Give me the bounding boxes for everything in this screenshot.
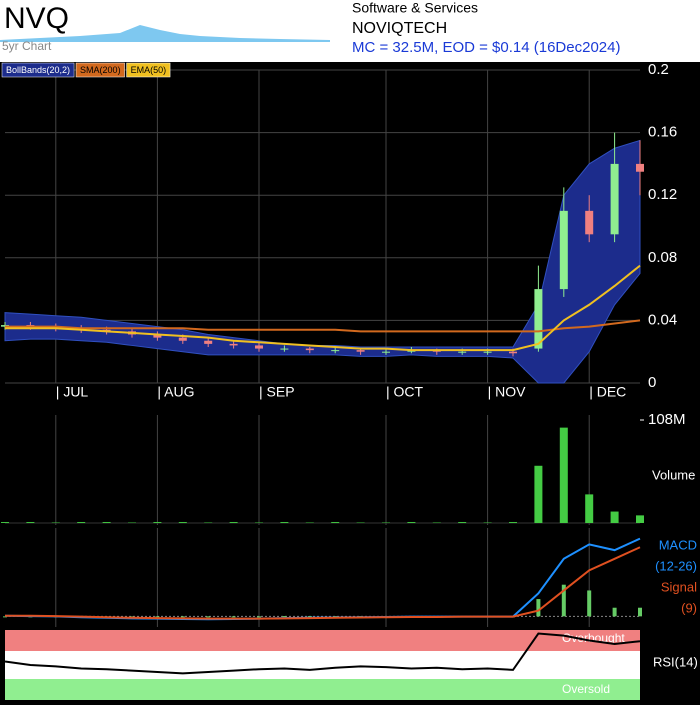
y-tick-label: 108M (648, 411, 686, 428)
candle-body (204, 341, 212, 344)
volume-bar (331, 522, 339, 523)
legend-label: RSI(14) (653, 654, 698, 669)
volume-bar (77, 522, 85, 523)
histogram-bar (181, 616, 185, 617)
volume-bar (458, 522, 466, 523)
x-tick-label: | SEP (259, 384, 295, 400)
legend-label: Signal (661, 579, 697, 594)
sector: Software & Services (352, 0, 478, 16)
company-name: NOVIQTECH (352, 20, 447, 37)
zone-label: Oversold (562, 682, 610, 696)
histogram-bar (232, 616, 236, 617)
candle-body (585, 211, 593, 234)
histogram-bar (613, 608, 617, 617)
x-tick-label: | OCT (386, 384, 424, 400)
axis-label: Volume (652, 467, 695, 482)
volume-bar (611, 512, 619, 523)
mini-chart-label: 5yr Chart (2, 39, 52, 53)
legend-label: (9) (681, 600, 697, 615)
candle-body (458, 352, 466, 353)
candle-body (484, 352, 492, 353)
y-tick-label: 0 (648, 374, 656, 391)
candle-body (331, 350, 339, 351)
volume-bar (534, 466, 542, 523)
histogram-bar (587, 590, 591, 616)
volume-bar (179, 522, 187, 523)
oversold-zone (5, 679, 640, 700)
volume-bar (509, 522, 517, 523)
neutral-zone (5, 651, 640, 679)
candle-body (636, 164, 644, 172)
x-tick-label: | NOV (488, 384, 527, 400)
candle-body (509, 352, 517, 354)
y-tick-label: 0.04 (648, 311, 677, 328)
volume-bar (407, 522, 415, 523)
y-tick-label: 0.08 (648, 249, 677, 266)
volume-bar (280, 522, 288, 523)
histogram-bar (536, 599, 540, 616)
y-tick-label: 0.2 (648, 61, 669, 78)
line (5, 547, 640, 618)
candle-body (306, 349, 314, 351)
volume-bar (636, 515, 644, 523)
legend-label: MACD (659, 537, 697, 552)
volume-bar (26, 522, 34, 523)
legend-label: BollBands(20,2) (6, 65, 70, 75)
histogram-bar (282, 616, 286, 617)
candle-body (611, 164, 619, 234)
ticker: NVQ (4, 2, 69, 35)
candle-body (280, 349, 288, 350)
y-tick-label: 0.12 (648, 186, 677, 203)
legend-label: SMA(200) (80, 65, 121, 75)
candle-body (255, 345, 263, 348)
line (5, 539, 640, 620)
candle-body (560, 211, 568, 289)
candle-body (382, 352, 390, 353)
legend-label: EMA(50) (131, 65, 167, 75)
y-tick-label: 0.16 (648, 124, 677, 141)
legend-label: (12-26) (655, 558, 697, 573)
x-tick-label: | DEC (589, 384, 626, 400)
volume-bar (560, 428, 568, 523)
candle-body (230, 344, 238, 346)
histogram-bar (206, 616, 210, 617)
volume-bar (230, 522, 238, 523)
histogram-bar (257, 616, 261, 617)
x-tick-label: | JUL (56, 384, 89, 400)
candle-body (179, 338, 187, 341)
candle-body (357, 350, 365, 352)
candle-body (534, 289, 542, 348)
volume-bar (103, 522, 111, 523)
volume-bar (153, 522, 161, 523)
volume-bar (585, 494, 593, 523)
volume-bar (1, 522, 9, 523)
histogram-bar (638, 608, 642, 617)
x-tick-label: | AUG (157, 384, 194, 400)
summary: MC = 32.5M, EOD = $0.14 (16Dec2024) (352, 39, 620, 56)
